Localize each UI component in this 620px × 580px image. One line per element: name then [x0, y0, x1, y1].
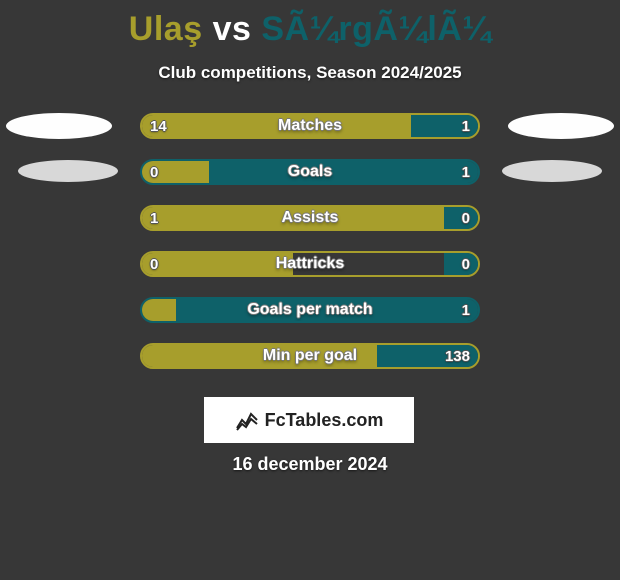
player2-name: SÃ¼rgÃ¼lÃ¼: [261, 10, 491, 48]
player1-marker: [18, 160, 118, 182]
player2-marker: [502, 160, 602, 182]
stat-bar: 01Goals: [140, 159, 480, 185]
player1-marker: [6, 113, 112, 139]
stat-label: Goals: [142, 161, 478, 183]
stat-bar: 141Matches: [140, 113, 480, 139]
source-badge: FcTables.com: [204, 397, 414, 443]
stat-label: Min per goal: [142, 345, 478, 367]
stat-row: 01Goals: [0, 159, 620, 185]
player2-marker: [508, 113, 614, 139]
stat-bar: 00Hattricks: [140, 251, 480, 277]
stat-label: Assists: [142, 207, 478, 229]
source-text: FcTables.com: [265, 410, 384, 431]
stat-row: 00Hattricks: [0, 251, 620, 277]
page-title: Ulaş vs SÃ¼rgÃ¼lÃ¼: [0, 0, 620, 49]
stat-label: Matches: [142, 115, 478, 137]
stat-row: 141Matches: [0, 113, 620, 139]
chart-line-icon: [235, 408, 259, 432]
stat-bar: 1Goals per match: [140, 297, 480, 323]
stat-row: 10Assists: [0, 205, 620, 231]
subtitle: Club competitions, Season 2024/2025: [0, 63, 620, 83]
comparison-infographic: Ulaş vs SÃ¼rgÃ¼lÃ¼ Club competitions, Se…: [0, 0, 620, 580]
player1-name: Ulaş: [129, 10, 203, 48]
stat-label: Goals per match: [142, 299, 478, 321]
vs-separator: vs: [213, 10, 252, 48]
stats-rows: 141Matches 01Goals 10Assists 00Hattricks 1Go…: [0, 113, 620, 369]
source-logo: FcTables.com: [235, 408, 384, 432]
stat-bar: 10Assists: [140, 205, 480, 231]
stat-row: 1Goals per match: [0, 297, 620, 323]
stat-bar: 138Min per goal: [140, 343, 480, 369]
stat-row: 138Min per goal: [0, 343, 620, 369]
stat-label: Hattricks: [142, 253, 478, 275]
date-text: 16 december 2024: [0, 454, 620, 475]
